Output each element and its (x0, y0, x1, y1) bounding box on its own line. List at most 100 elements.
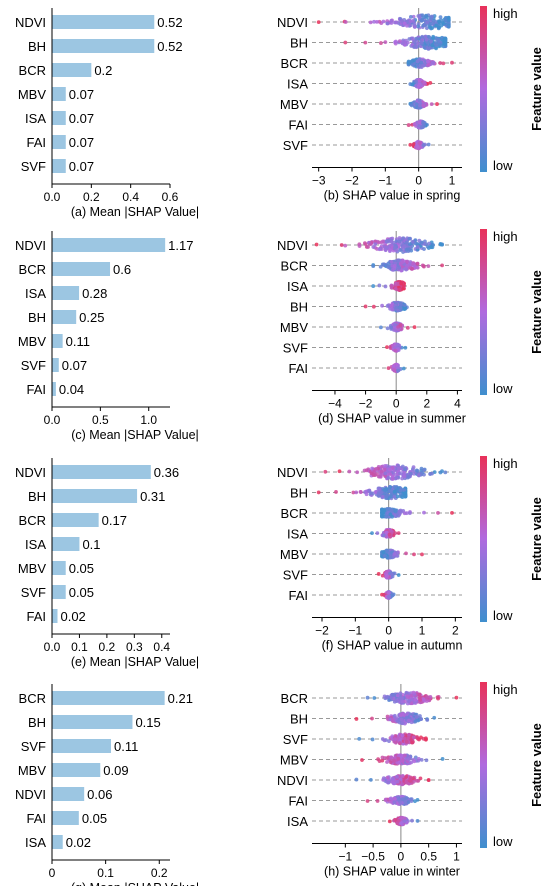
x-tick-label: 0.3 (126, 640, 143, 654)
shap-point (424, 37, 429, 42)
feature-label: BH (290, 300, 308, 315)
shap-point (393, 485, 398, 490)
shap-point (397, 753, 401, 758)
shap-point (438, 61, 443, 65)
shap-point (397, 509, 402, 514)
shap-point (403, 753, 407, 758)
shap-point (383, 797, 388, 802)
shap-point (354, 777, 359, 782)
shap-point (388, 796, 393, 801)
category-label: BCR (19, 63, 46, 78)
colorbar: high low Feature value (480, 682, 544, 849)
shap-point (399, 717, 404, 722)
colorbar-low-label: low (493, 381, 513, 396)
feature-label: ISA (287, 527, 308, 542)
shap-point (402, 303, 407, 308)
shap-point (423, 34, 428, 39)
bar (52, 585, 66, 599)
shap-point (362, 241, 367, 246)
shap-point (414, 79, 418, 84)
shap-point (413, 799, 417, 804)
data-label: 0.07 (69, 111, 94, 126)
data-label: 0.28 (82, 286, 107, 301)
shap-point (396, 368, 400, 373)
x-tick-label: −1 (378, 174, 392, 188)
shap-point (405, 263, 409, 268)
bar (52, 39, 155, 53)
bar (52, 787, 85, 801)
data-label: 0.1 (82, 537, 100, 552)
shap-point (387, 739, 391, 743)
data-label: 0.52 (157, 39, 182, 54)
shap-point (395, 779, 400, 784)
shap-point (393, 508, 398, 513)
shap-point (399, 281, 404, 286)
x-tick-label: 0.0 (44, 190, 61, 204)
shap-point (406, 757, 411, 762)
shap-point (404, 739, 409, 744)
feature-label: SVF (283, 341, 308, 356)
x-tick-label: 0.0 (44, 640, 61, 654)
shap-point (394, 698, 399, 703)
shap-point (425, 718, 430, 722)
panel-caption: (c) Mean |SHAP Value| (71, 428, 199, 442)
shap-point (430, 60, 435, 65)
shap-point (391, 328, 396, 332)
shap-point (380, 511, 384, 515)
shap-point (386, 475, 391, 480)
shap-point (397, 239, 402, 244)
shap-point (386, 780, 391, 785)
shap-point (384, 245, 389, 250)
shap-point (407, 732, 411, 737)
shap-point (384, 514, 389, 519)
shap-point (416, 757, 421, 761)
feature-label: ISA (287, 814, 308, 829)
shap-point (405, 694, 409, 699)
bar (52, 159, 66, 173)
shap-point (376, 474, 381, 479)
shap-point (412, 552, 416, 557)
shap-point (388, 555, 393, 560)
feature-label: MBV (280, 753, 309, 768)
shap-point (409, 760, 414, 765)
shap-point (354, 490, 359, 495)
feature-label: FAI (288, 118, 308, 133)
colorbar-gradient (480, 456, 487, 622)
shap-point (436, 511, 440, 515)
shap-point (355, 470, 360, 475)
feature-label: NDVI (277, 238, 308, 253)
shap-point (396, 756, 401, 761)
shap-point (419, 717, 424, 722)
shap-point (400, 260, 405, 264)
feature-label: SVF (283, 568, 308, 583)
shap-point (412, 45, 416, 49)
shap-point (392, 322, 397, 327)
shap-point (380, 755, 385, 760)
feature-label: BCR (281, 691, 308, 706)
shap-point (401, 236, 406, 241)
shap-point (403, 467, 408, 472)
shap-point (419, 735, 423, 740)
x-tick-label: −0.5 (361, 850, 385, 864)
shap-point (443, 37, 448, 41)
shap-point (316, 490, 321, 495)
shap-point (368, 242, 373, 247)
shap-point (386, 590, 391, 595)
shap-point (440, 242, 444, 247)
shap-point (450, 60, 454, 65)
shap-point (393, 287, 398, 291)
shap-point (364, 489, 369, 494)
category-label: BCR (19, 513, 46, 528)
data-label: 0.6 (113, 262, 131, 277)
category-label: NDVI (15, 15, 46, 30)
shap-point (379, 41, 383, 45)
shap-point (337, 469, 342, 474)
shap-point (392, 245, 397, 250)
shap-point (443, 18, 448, 23)
shap-point (388, 248, 393, 252)
shap-point (388, 760, 393, 765)
x-tick-label: 0.2 (151, 866, 168, 880)
shap-point (422, 247, 426, 251)
shap-point (428, 22, 433, 26)
bar (52, 111, 66, 125)
